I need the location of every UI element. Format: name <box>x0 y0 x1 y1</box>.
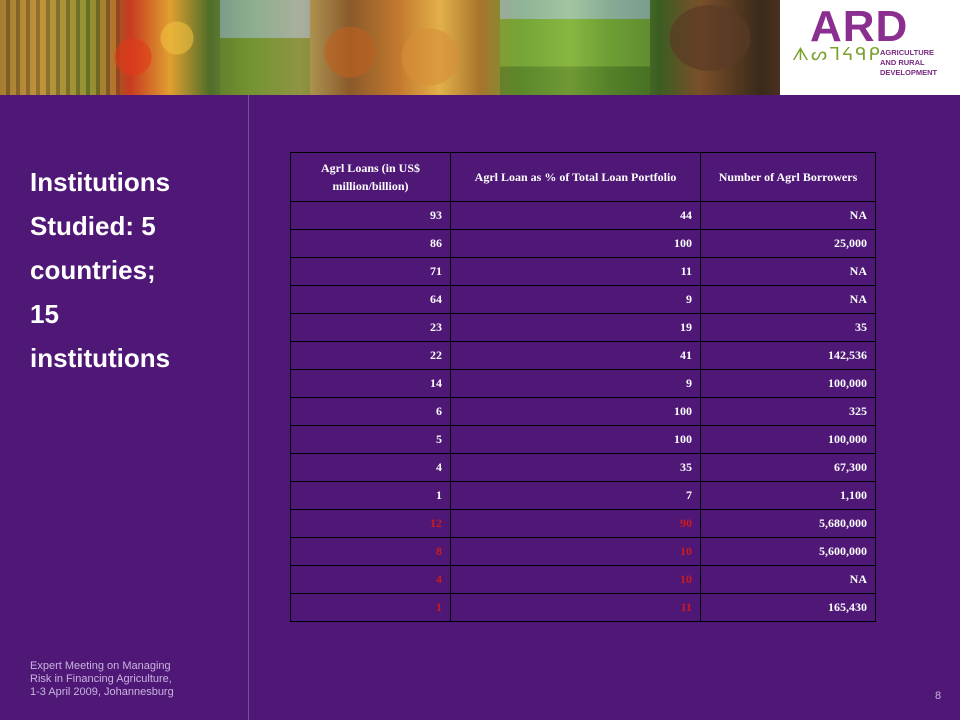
cell-borrowers: 325 <box>700 397 876 426</box>
cell-agrl-loans: 5 <box>290 425 451 454</box>
logo-subtitle: AGRICULTURE AND RURAL DEVELOPMENT <box>880 48 938 77</box>
cell-loan-percent: 11 <box>450 593 701 622</box>
cell-agrl-loans: 64 <box>290 285 451 314</box>
cell-agrl-loans: 6 <box>290 397 451 426</box>
cell-agrl-loans: 22 <box>290 341 451 370</box>
cell-agrl-loans: 1 <box>290 481 451 510</box>
cell-agrl-loans: 23 <box>290 313 451 342</box>
cell-loan-percent: 44 <box>450 201 701 230</box>
cell-borrowers: 1,100 <box>700 481 876 510</box>
cell-borrowers: 5,680,000 <box>700 509 876 538</box>
table-row: 12 90 5,680,000 <box>290 509 876 538</box>
cell-loan-percent: 100 <box>450 397 701 426</box>
vertical-divider <box>248 95 249 720</box>
cell-agrl-loans: 86 <box>290 229 451 258</box>
cell-agrl-loans: 71 <box>290 257 451 286</box>
table-row: 4 35 67,300 <box>290 453 876 482</box>
cell-agrl-loans: 1 <box>290 593 451 622</box>
cell-borrowers: NA <box>700 257 876 286</box>
ard-logo: ARD ᗑᔕᒣᔦᑫᑭ AGRICULTURE AND RURAL DEVELOP… <box>780 0 960 95</box>
table-row: 71 11 NA <box>290 257 876 286</box>
cell-loan-percent: 19 <box>450 313 701 342</box>
table-row: 5 100 100,000 <box>290 425 876 454</box>
table-row: 6 100 325 <box>290 397 876 426</box>
cell-loan-percent: 10 <box>450 565 701 594</box>
table-row: 86 100 25,000 <box>290 229 876 258</box>
cell-borrowers: 100,000 <box>700 369 876 398</box>
cell-loan-percent: 10 <box>450 537 701 566</box>
cell-loan-percent: 35 <box>450 453 701 482</box>
cell-borrowers: 165,430 <box>700 593 876 622</box>
cell-borrowers: 35 <box>700 313 876 342</box>
cell-loan-percent: 100 <box>450 229 701 258</box>
footer-event-info: Expert Meeting on Managing Risk in Finan… <box>30 660 174 698</box>
table-row: 93 44 NA <box>290 201 876 230</box>
cell-loan-percent: 9 <box>450 369 701 398</box>
cell-borrowers: 5,600,000 <box>700 537 876 566</box>
cell-borrowers: NA <box>700 565 876 594</box>
table-body: 93 44 NA 86 100 25,000 71 11 NA 64 9 NA 23 19 35 22 41 14… <box>290 201 876 622</box>
table-header-row: Agrl Loans (in US$ million/billion) Agrl… <box>290 152 876 202</box>
page-number: 8 <box>935 690 942 702</box>
cell-loan-percent: 41 <box>450 341 701 370</box>
institutions-table: Agrl Loans (in US$ million/billion) Agrl… <box>290 152 876 622</box>
cell-loan-percent: 90 <box>450 509 701 538</box>
cell-agrl-loans: 93 <box>290 201 451 230</box>
header-loan-percent: Agrl Loan as % of Total Loan Portfolio <box>450 152 701 202</box>
table-row: 14 9 100,000 <box>290 369 876 398</box>
cell-borrowers: 25,000 <box>700 229 876 258</box>
cell-agrl-loans: 14 <box>290 369 451 398</box>
cell-borrowers: 142,536 <box>700 341 876 370</box>
table-row: 22 41 142,536 <box>290 341 876 370</box>
table-row: 8 10 5,600,000 <box>290 537 876 566</box>
cell-loan-percent: 9 <box>450 285 701 314</box>
logo-glyphs: ᗑᔕᒣᔦᑫᑭ <box>792 44 882 65</box>
table-row: 23 19 35 <box>290 313 876 342</box>
cell-agrl-loans: 8 <box>290 537 451 566</box>
cell-borrowers: NA <box>700 285 876 314</box>
logo-wordmark: ARD <box>810 2 909 51</box>
cell-loan-percent: 100 <box>450 425 701 454</box>
table-row: 1 7 1,100 <box>290 481 876 510</box>
cell-agrl-loans: 4 <box>290 453 451 482</box>
cell-agrl-loans: 12 <box>290 509 451 538</box>
table-row: 1 11 165,430 <box>290 593 876 622</box>
cell-borrowers: NA <box>700 201 876 230</box>
cell-agrl-loans: 4 <box>290 565 451 594</box>
table-row: 4 10 NA <box>290 565 876 594</box>
cell-loan-percent: 7 <box>450 481 701 510</box>
table-row: 64 9 NA <box>290 285 876 314</box>
cell-borrowers: 67,300 <box>700 453 876 482</box>
header-agrl-loans: Agrl Loans (in US$ million/billion) <box>290 152 451 202</box>
slide-title: Institutions Studied: 5 countries; 15 in… <box>30 167 171 373</box>
cell-loan-percent: 11 <box>450 257 701 286</box>
header-borrowers: Number of Agrl Borrowers <box>700 152 876 202</box>
cell-borrowers: 100,000 <box>700 425 876 454</box>
